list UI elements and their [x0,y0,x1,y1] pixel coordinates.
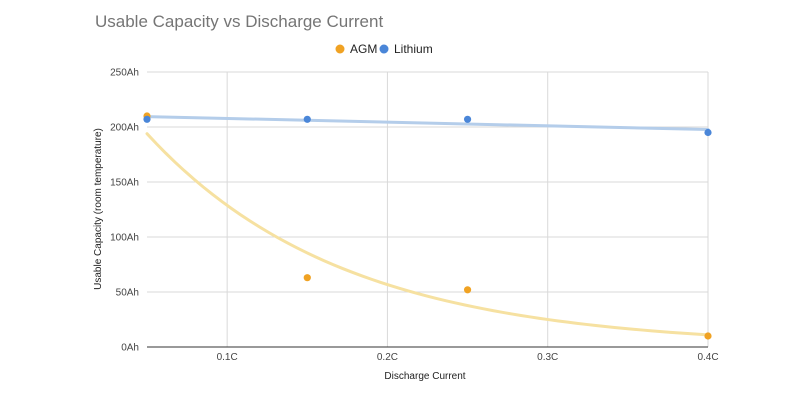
data-point-lithium [463,115,472,123]
x-axis-label: Discharge Current [384,371,465,382]
trendline-agm [145,132,710,337]
x-tick-label: 0.1C [217,352,238,363]
data-point-agm [463,286,472,294]
x-tick-label: 0.2C [377,352,398,363]
y-tick-label: 150Ah [110,178,139,189]
y-axis-label: Usable Capacity (room temperature) [93,128,104,290]
data-point-lithium [303,115,311,123]
trendline-layer [145,115,710,337]
legend-marker-lithium [379,44,389,54]
data-point-agm [303,274,311,282]
data-point-agm [704,332,712,340]
y-tick-label: 100Ah [110,233,139,244]
legend-label-agm: AGM [350,42,377,56]
data-point-lithium [143,115,151,123]
data-point-lithium [704,128,712,137]
tick-layer: 0Ah 50Ah 100Ah 150Ah 200Ah 250Ah 0.1C 0.2C 0.3C 0… [110,68,718,364]
point-layer [143,112,712,340]
trendline-lithium [145,115,710,132]
y-tick-label: 200Ah [110,123,139,134]
legend-marker-agm [335,44,345,54]
chart-title: Usable Capacity vs Discharge Current [95,12,383,31]
legend-label-lithium: Lithium [394,42,433,56]
x-tick-label: 0.4C [697,352,718,363]
legend: AGM Lithium [335,42,433,56]
x-tick-label: 0.3C [537,352,558,363]
y-tick-label: 0Ah [121,343,139,354]
y-tick-label: 250Ah [110,68,139,79]
y-tick-label: 50Ah [116,288,139,299]
